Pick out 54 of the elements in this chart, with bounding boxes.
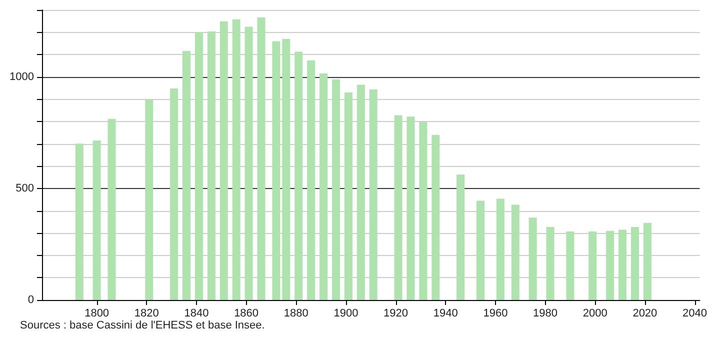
bar — [496, 198, 504, 300]
bar — [307, 60, 316, 300]
bar — [618, 230, 627, 300]
bar — [92, 140, 101, 300]
bar — [145, 99, 154, 300]
bar — [282, 39, 290, 300]
x-tick-label: 1860 — [234, 308, 259, 320]
x-tick-label: 2020 — [632, 308, 658, 320]
bar — [432, 134, 440, 300]
bar — [476, 200, 484, 300]
x-tick-label: 1920 — [384, 308, 408, 320]
bar — [511, 204, 520, 300]
y-tick-label: 0 — [28, 294, 34, 306]
bar — [528, 218, 537, 300]
bar — [294, 52, 303, 300]
bar — [332, 79, 340, 300]
bar — [406, 116, 415, 300]
bar — [257, 17, 266, 300]
x-tick-label: 2040 — [682, 308, 708, 320]
x-tick-label: 1840 — [184, 308, 209, 320]
bar — [272, 41, 280, 300]
bar — [566, 232, 574, 300]
x-tick-label: 1940 — [433, 308, 458, 320]
x-tick-label: 1960 — [483, 308, 508, 320]
source-note: Sources : base Cassini de l'EHESS et base Insee. — [20, 320, 265, 332]
bar — [606, 230, 614, 300]
bar — [369, 89, 378, 300]
bar — [207, 31, 216, 300]
bar — [394, 115, 402, 300]
bar — [194, 32, 203, 300]
bar — [170, 88, 178, 300]
x-tick-label: 1800 — [84, 308, 110, 320]
x-tick-label: 1900 — [334, 308, 358, 320]
bar — [75, 144, 84, 300]
bar — [419, 122, 428, 300]
bar — [232, 19, 240, 300]
bar — [244, 26, 253, 300]
bar — [588, 232, 597, 300]
x-tick-label: 2000 — [582, 308, 608, 320]
bar — [546, 227, 554, 300]
bar — [356, 84, 365, 300]
x-tick-label: 1880 — [284, 308, 308, 320]
bar — [108, 118, 116, 300]
bar — [456, 174, 465, 300]
y-tick-label: 500 — [16, 182, 34, 194]
bar — [643, 222, 652, 300]
bar — [220, 21, 228, 300]
y-tick-label: 1000 — [10, 70, 34, 83]
bar — [344, 92, 352, 300]
bar — [630, 227, 639, 300]
x-tick-label: 1980 — [533, 308, 558, 320]
bar — [182, 51, 191, 300]
x-tick-label: 1820 — [134, 308, 159, 320]
bar — [320, 73, 328, 300]
